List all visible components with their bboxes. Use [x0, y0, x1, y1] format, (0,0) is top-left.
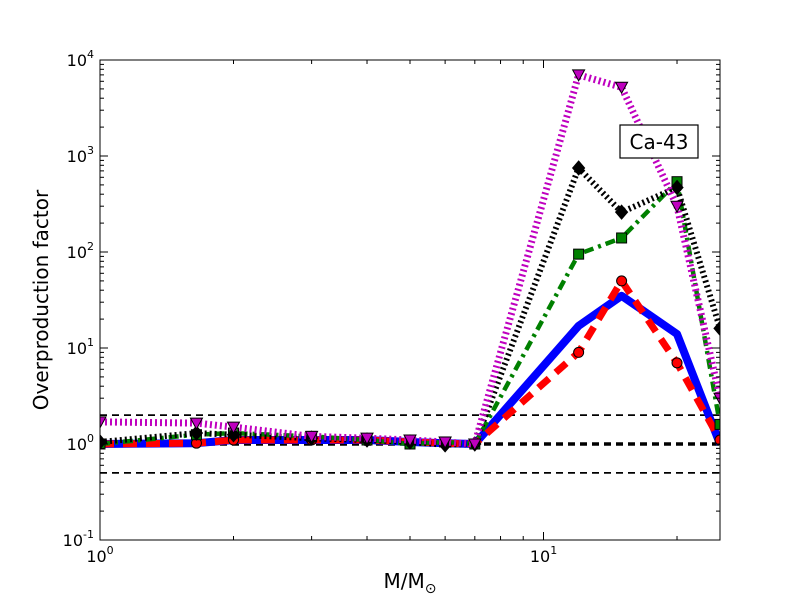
series-3-marker — [226, 426, 241, 443]
series-1-marker — [573, 346, 585, 358]
series-2-marker — [573, 248, 585, 260]
series-4-line — [100, 71, 720, 448]
tick-label: 101 — [530, 544, 557, 566]
tick-label-exponent: 3 — [87, 144, 94, 157]
reference-lines — [100, 414, 720, 474]
x-axis-label-sub: ⊙ — [425, 581, 437, 597]
plot-frame — [99, 59, 721, 541]
tick-label-exponent: 1 — [550, 544, 557, 557]
series-3-marker — [189, 425, 204, 441]
series-4-marker — [360, 432, 374, 446]
series-4-marker — [438, 436, 452, 450]
tick-label: 104 — [67, 48, 94, 70]
y-axis-label: Overproduction factor — [29, 189, 53, 410]
series-4-marker — [226, 421, 241, 435]
series-4-marker — [467, 438, 482, 452]
tick-label-base: 10 — [67, 243, 87, 262]
series-3-marker — [713, 320, 720, 337]
series-4-marker — [304, 430, 319, 444]
tick-label-exponent: 1 — [87, 336, 94, 349]
tick-label-base: 10 — [63, 531, 83, 550]
series-3-marker — [670, 179, 684, 196]
tick-label: 102 — [67, 240, 94, 262]
annotation-frame — [619, 124, 699, 159]
series-4-marker — [189, 417, 204, 431]
tick-label-base: 10 — [67, 339, 87, 358]
x-axis-label: M/M⊙ — [384, 569, 437, 597]
series-3-marker — [614, 204, 629, 220]
series-4-marker — [571, 69, 586, 82]
tick-label-exponent: 2 — [87, 240, 94, 253]
tick-label-base: 10 — [67, 51, 87, 70]
series-2-marker — [616, 232, 628, 244]
tick-label-base: 10 — [67, 147, 87, 166]
series-3-marker — [100, 434, 107, 450]
tick-label-base: 10 — [67, 435, 87, 454]
tick-label-exponent: 4 — [87, 48, 94, 61]
series-4-marker — [403, 434, 417, 448]
series-1-marker — [616, 275, 628, 287]
tick-label: 10-1 — [63, 528, 94, 550]
x-axis-label-main: M/M — [384, 569, 425, 593]
series-1-marker — [714, 434, 720, 446]
series-4-marker — [670, 200, 684, 214]
tick-label-exponent: -1 — [83, 528, 94, 541]
annotation-label: Ca-43 — [630, 130, 689, 154]
tick-label-base: 10 — [86, 547, 106, 566]
series-2-marker — [714, 418, 720, 430]
annotation-box: Ca-43 — [619, 124, 699, 159]
tick-label: 100 — [86, 544, 113, 566]
tick-label: 101 — [67, 336, 94, 358]
tick-label-exponent: 0 — [107, 544, 114, 557]
tick-label-exponent: 0 — [87, 432, 94, 445]
series-4-marker — [100, 416, 107, 429]
tick-label: 103 — [67, 144, 94, 166]
series-2-line — [100, 179, 720, 447]
series-1-marker — [671, 357, 683, 369]
series-4-marker — [614, 81, 629, 95]
tick-label-base: 10 — [530, 547, 550, 566]
series-3-marker — [571, 160, 586, 176]
series-layer — [100, 69, 720, 453]
tick-label: 100 — [67, 432, 94, 454]
